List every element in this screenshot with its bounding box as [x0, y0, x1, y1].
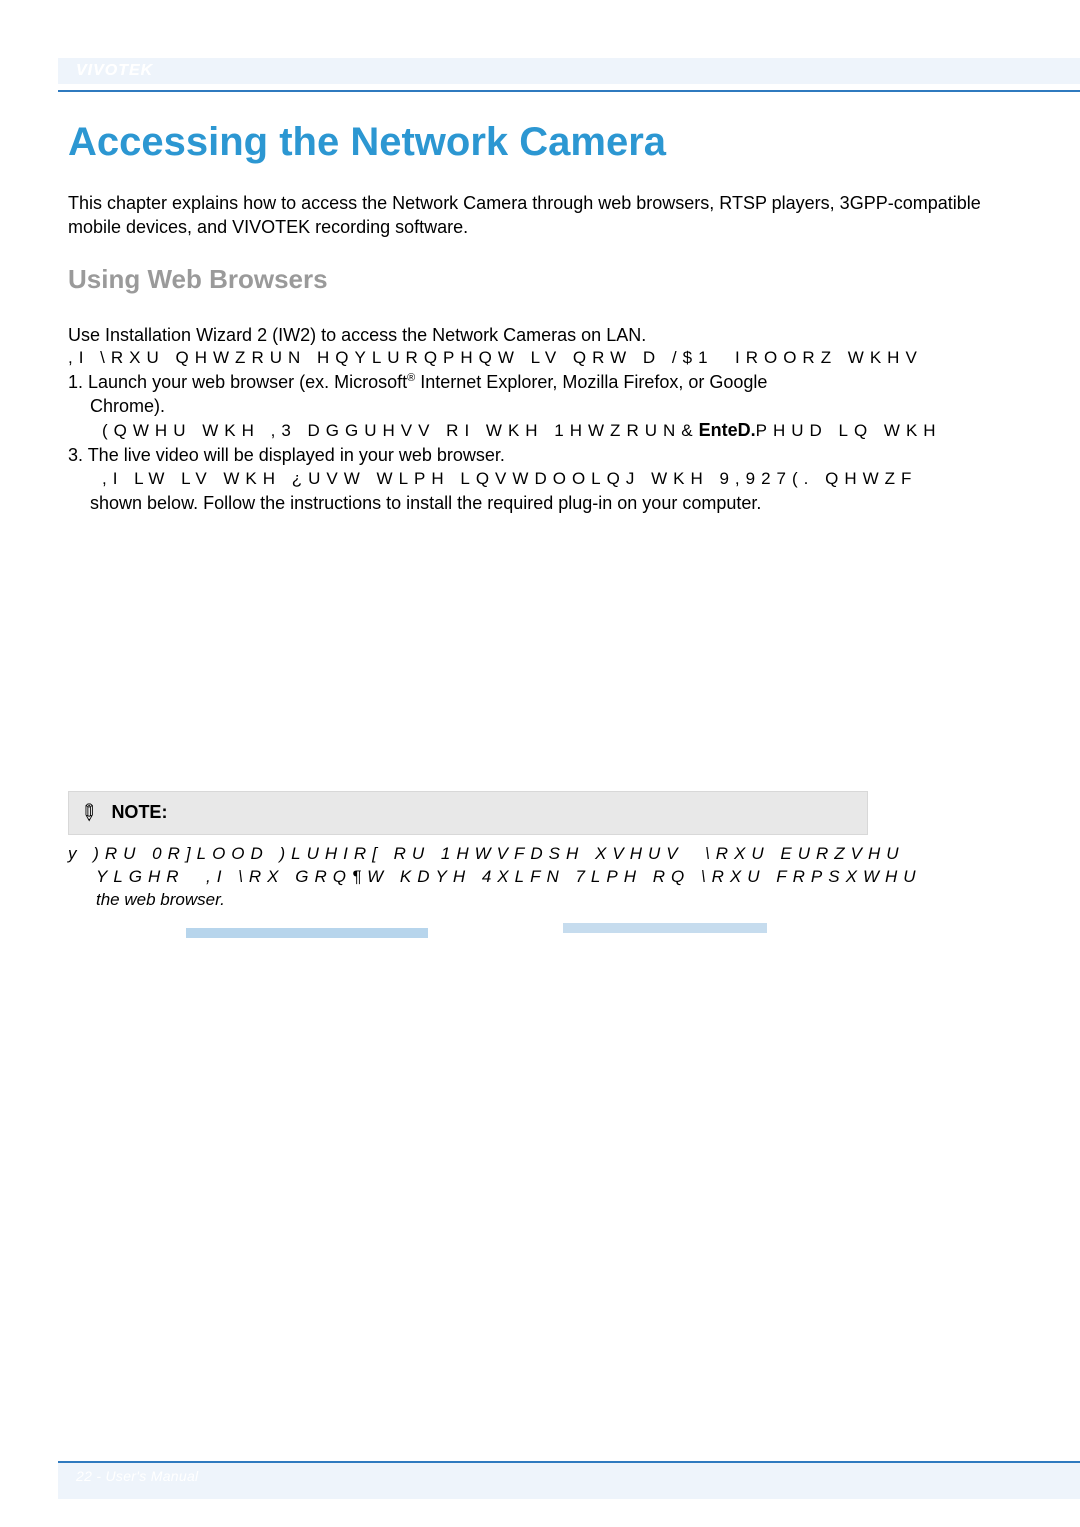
- note-box: ✎ NOTE:: [68, 791, 868, 835]
- note-garbled-2: YLGHR ,I \RX GRQ¶W KDYH 4XLFN 7LPH RQ \R…: [68, 866, 1018, 889]
- note-label: NOTE:: [111, 802, 167, 823]
- line-2: 1. Launch your web browser (ex. Microsof…: [68, 370, 1018, 394]
- note-garbled-1: y )RU 0R]LOOD )LUHIR[ RU 1HWVFDSH XVHUV …: [68, 843, 1018, 866]
- page-title: Accessing the Network Camera: [68, 120, 1018, 165]
- page: VIVOTEK Accessing the Network Camera Thi…: [58, 58, 1080, 912]
- header-brand: VIVOTEK: [58, 58, 1080, 84]
- footer-bg: [58, 1463, 1080, 1499]
- section-title: Using Web Browsers: [68, 264, 1018, 295]
- line-4: shown below. Follow the instructions to …: [68, 491, 1018, 515]
- line-2c: Chrome).: [68, 394, 1018, 418]
- footer-rule: [58, 1461, 1080, 1463]
- note-text-1: the web browser.: [68, 889, 1018, 912]
- garbled-2b: PHUD LQ WKH: [756, 420, 942, 443]
- note-text: y )RU 0R]LOOD )LUHIR[ RU 1HWVFDSH XVHUV …: [68, 843, 1018, 912]
- content: Accessing the Network Camera This chapte…: [58, 92, 1018, 912]
- highlight-bar-right: [563, 923, 767, 933]
- footer-text: 22 - User's Manual: [76, 1465, 206, 1487]
- line-2a: 1. Launch your web browser (ex. Microsof…: [68, 372, 407, 392]
- garbled-1: ,I \RXU QHWZRUN HQYLURQPHQW LV QRW D /$1…: [68, 347, 1018, 370]
- line-3: 3. The live video will be displayed in y…: [68, 443, 1018, 467]
- enter-bold: EnteD.: [699, 420, 756, 440]
- note-icon: ✎: [73, 797, 104, 828]
- highlight-bar-left: [186, 928, 428, 938]
- body-text: Use Installation Wizard 2 (IW2) to acces…: [68, 323, 1018, 515]
- line-2b: Internet Explorer, Mozilla Firefox, or G…: [415, 372, 767, 392]
- garbled-2-row: (QWHU WKH ,3 DGGUHVV RI WKH 1HWZRUN&Ente…: [68, 418, 1018, 443]
- garbled-2a: (QWHU WKH ,3 DGGUHVV RI WKH 1HWZRUN&: [68, 420, 699, 443]
- garbled-3: ,I LW LV WKH ¿UVW WLPH LQVWDOOLQJ WKH 9,…: [68, 468, 1018, 491]
- line-1: Use Installation Wizard 2 (IW2) to acces…: [68, 323, 1018, 347]
- intro-text: This chapter explains how to access the …: [68, 191, 1018, 240]
